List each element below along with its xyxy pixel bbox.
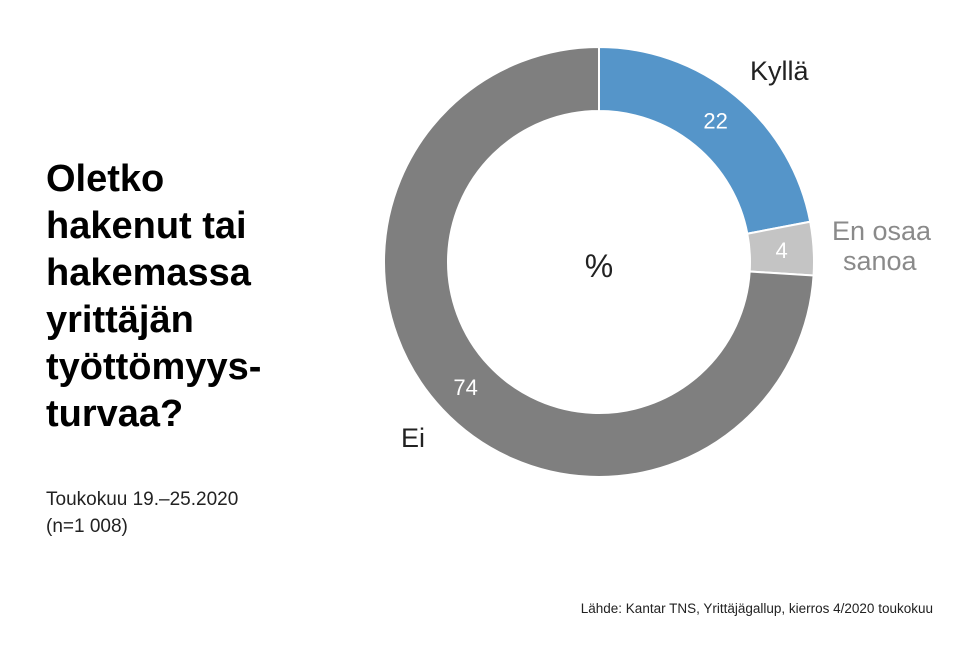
data-label-en-osaa-sanoa: 4 <box>776 238 788 263</box>
chart-title: Oletko hakenut tai hakemassa yrittäjän t… <box>46 158 262 435</box>
slice-ei <box>383 45 815 478</box>
center-unit-label: % <box>585 248 613 284</box>
chart-subtitle: Toukokuu 19.–25.2020 (n=1 008) <box>46 486 238 540</box>
subtitle-date: Toukokuu 19.–25.2020 <box>46 489 239 510</box>
category-label-en-osaa-sanoa: En osaa sanoa <box>832 216 932 276</box>
category-label-ei: Ei <box>401 423 425 453</box>
source-note: Lähde: Kantar TNS, Yrittäjägallup, kierr… <box>580 601 933 616</box>
category-label-kyll: Kyllä <box>750 56 810 86</box>
data-label-ei: 74 <box>453 375 477 400</box>
data-label-kyll: 22 <box>703 108 727 133</box>
subtitle-sample-size: (n=1 008) <box>46 516 128 537</box>
